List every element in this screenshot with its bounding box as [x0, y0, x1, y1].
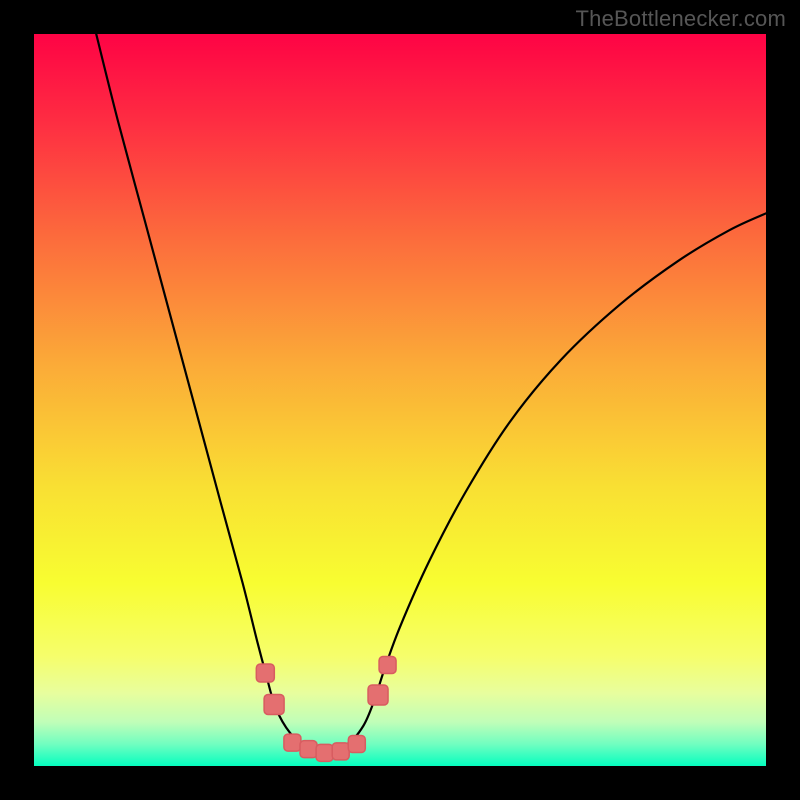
curve-marker: [348, 736, 365, 753]
curve-marker: [256, 664, 274, 682]
curve-marker: [264, 695, 284, 715]
curve-marker: [284, 734, 301, 751]
curve-marker: [379, 656, 396, 673]
curve-marker: [316, 744, 333, 761]
gradient-background: [34, 34, 766, 766]
plot-area: [34, 34, 766, 766]
watermark-text: TheBottlenecker.com: [576, 6, 786, 32]
curve-marker: [300, 741, 317, 758]
curve-marker: [368, 685, 388, 705]
chart-frame: TheBottlenecker.com: [0, 0, 800, 800]
curve-marker: [332, 743, 349, 760]
plot-svg: [34, 34, 766, 766]
